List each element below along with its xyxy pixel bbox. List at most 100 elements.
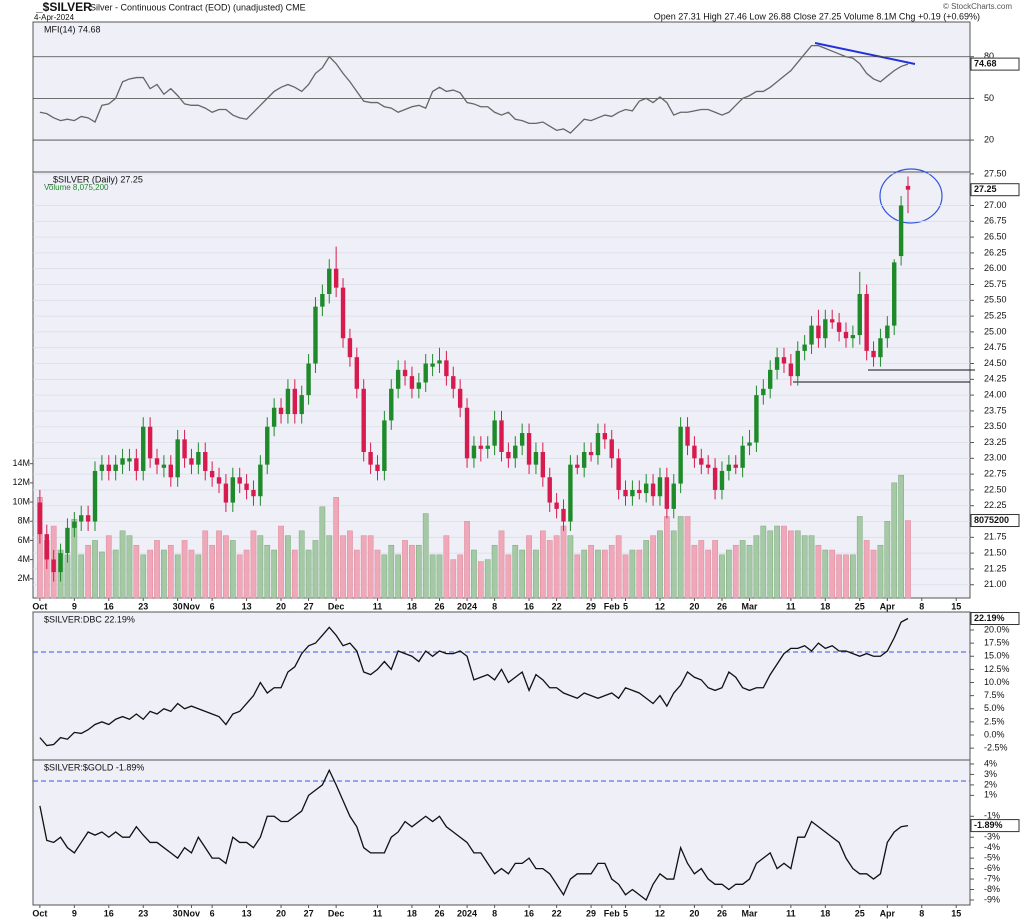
dbc-panel bbox=[32, 611, 971, 761]
y-tick-label: 21.50 bbox=[984, 547, 1007, 557]
candle-body bbox=[774, 357, 780, 370]
candle-body bbox=[320, 293, 325, 307]
y-tick-label: 20.0% bbox=[984, 624, 1010, 634]
candle-body bbox=[637, 489, 642, 494]
y-tick-label: 0.0% bbox=[984, 729, 1005, 739]
volume-bar bbox=[574, 554, 581, 599]
legend-entry: MFI(14) 74.68 bbox=[44, 24, 101, 34]
volume-bar bbox=[753, 535, 760, 599]
volume-bar bbox=[746, 544, 753, 599]
volume-bar bbox=[498, 530, 505, 599]
candle-body bbox=[340, 287, 346, 339]
candle-body bbox=[554, 502, 559, 509]
x-tick-label: Mar bbox=[742, 601, 759, 611]
x-tick-label: 20 bbox=[276, 908, 286, 918]
y-tick-label: 26.25 bbox=[984, 247, 1007, 257]
candle-body bbox=[692, 445, 697, 459]
value-box bbox=[970, 183, 1020, 197]
candle-body bbox=[451, 376, 456, 389]
volume-bar bbox=[519, 549, 526, 599]
volume-bar bbox=[464, 520, 470, 599]
candle-body bbox=[588, 451, 594, 456]
candle-body bbox=[499, 420, 504, 452]
candle-body bbox=[643, 483, 649, 494]
y-tick-label: 12.5% bbox=[984, 664, 1010, 674]
volume-bar bbox=[402, 540, 408, 599]
y-tick-label: 14M bbox=[12, 458, 30, 468]
value-box-label: 27.25 bbox=[974, 184, 997, 194]
description: Silver - Continuous Contract (EOD) (unad… bbox=[90, 2, 306, 12]
volume-bar bbox=[85, 544, 91, 599]
volume-bar bbox=[99, 551, 105, 599]
volume-bar bbox=[374, 549, 381, 599]
volume-bar bbox=[133, 544, 140, 599]
volume-bar bbox=[491, 544, 498, 599]
volume-bar bbox=[367, 535, 374, 599]
x-tick-label: 11 bbox=[786, 908, 796, 918]
volume-bar bbox=[553, 535, 560, 599]
candle-body bbox=[285, 388, 291, 415]
x-tick-label: 18 bbox=[820, 908, 830, 918]
y-tick-label: -7% bbox=[984, 873, 1000, 883]
volume-bar bbox=[836, 554, 842, 599]
volume-bar bbox=[788, 530, 794, 599]
volume-bar bbox=[450, 559, 457, 599]
candle-body bbox=[368, 451, 373, 465]
x-tick-label: 15 bbox=[951, 908, 961, 918]
x-tick-label: 22 bbox=[552, 601, 562, 611]
candle-body bbox=[533, 451, 539, 465]
x-tick-label: 16 bbox=[524, 601, 534, 611]
x-tick-label: 30 bbox=[173, 908, 183, 918]
candle-body bbox=[726, 464, 732, 471]
x-tick-label: 16 bbox=[524, 908, 534, 918]
candle-body bbox=[864, 293, 869, 351]
volume-bar bbox=[243, 549, 250, 599]
x-tick-label: 18 bbox=[407, 601, 417, 611]
volume-bar bbox=[147, 549, 153, 599]
volume-bar bbox=[815, 544, 822, 599]
candle-body bbox=[409, 376, 415, 389]
y-tick-label: -5% bbox=[984, 853, 1000, 863]
volume-bar bbox=[526, 535, 532, 599]
volume-bar bbox=[856, 516, 863, 599]
volume-bar bbox=[92, 540, 98, 599]
volume-bar bbox=[167, 544, 174, 599]
y-tick-label: 25.50 bbox=[984, 295, 1007, 305]
y-tick-label: 8M bbox=[17, 516, 30, 526]
candle-body bbox=[816, 325, 821, 339]
volume-bar bbox=[333, 497, 339, 599]
volume-bar bbox=[264, 544, 271, 599]
x-tick-label: Apr bbox=[880, 601, 896, 611]
y-tick-label: 24.00 bbox=[984, 389, 1007, 399]
volume-bar bbox=[271, 549, 277, 599]
y-tick-label: 24.50 bbox=[984, 358, 1007, 368]
value-box bbox=[970, 57, 1020, 71]
candle-body bbox=[278, 407, 284, 415]
candle-body bbox=[705, 464, 711, 468]
candle-body bbox=[79, 515, 84, 522]
volume-bar bbox=[291, 549, 298, 599]
y-tick-label: 21.00 bbox=[984, 579, 1007, 589]
x-tick-label: 26 bbox=[434, 908, 444, 918]
x-tick-label: 27 bbox=[304, 601, 314, 611]
candle-body bbox=[299, 395, 304, 415]
candle-body bbox=[37, 502, 43, 535]
y-tick-label: 50 bbox=[984, 93, 994, 103]
volume-bar bbox=[760, 525, 767, 599]
candle-body bbox=[223, 483, 229, 503]
candle-body bbox=[292, 388, 298, 415]
x-tick-label: 16 bbox=[104, 601, 114, 611]
x-tick-label: Nov bbox=[183, 601, 200, 611]
candle-body bbox=[464, 407, 470, 459]
candle-body bbox=[134, 458, 139, 471]
volume-bar bbox=[567, 535, 574, 599]
volume-bar bbox=[257, 535, 264, 599]
candle-body bbox=[333, 268, 339, 288]
quote: Open 27.31 High 27.46 Low 26.88 Close 27… bbox=[654, 11, 980, 21]
volume-bar bbox=[484, 559, 491, 599]
x-tick-label: 29 bbox=[586, 601, 596, 611]
x-tick-label: Dec bbox=[328, 908, 345, 918]
candle-body bbox=[685, 426, 690, 446]
volume-bar bbox=[829, 549, 836, 599]
volume-bar bbox=[863, 540, 870, 599]
